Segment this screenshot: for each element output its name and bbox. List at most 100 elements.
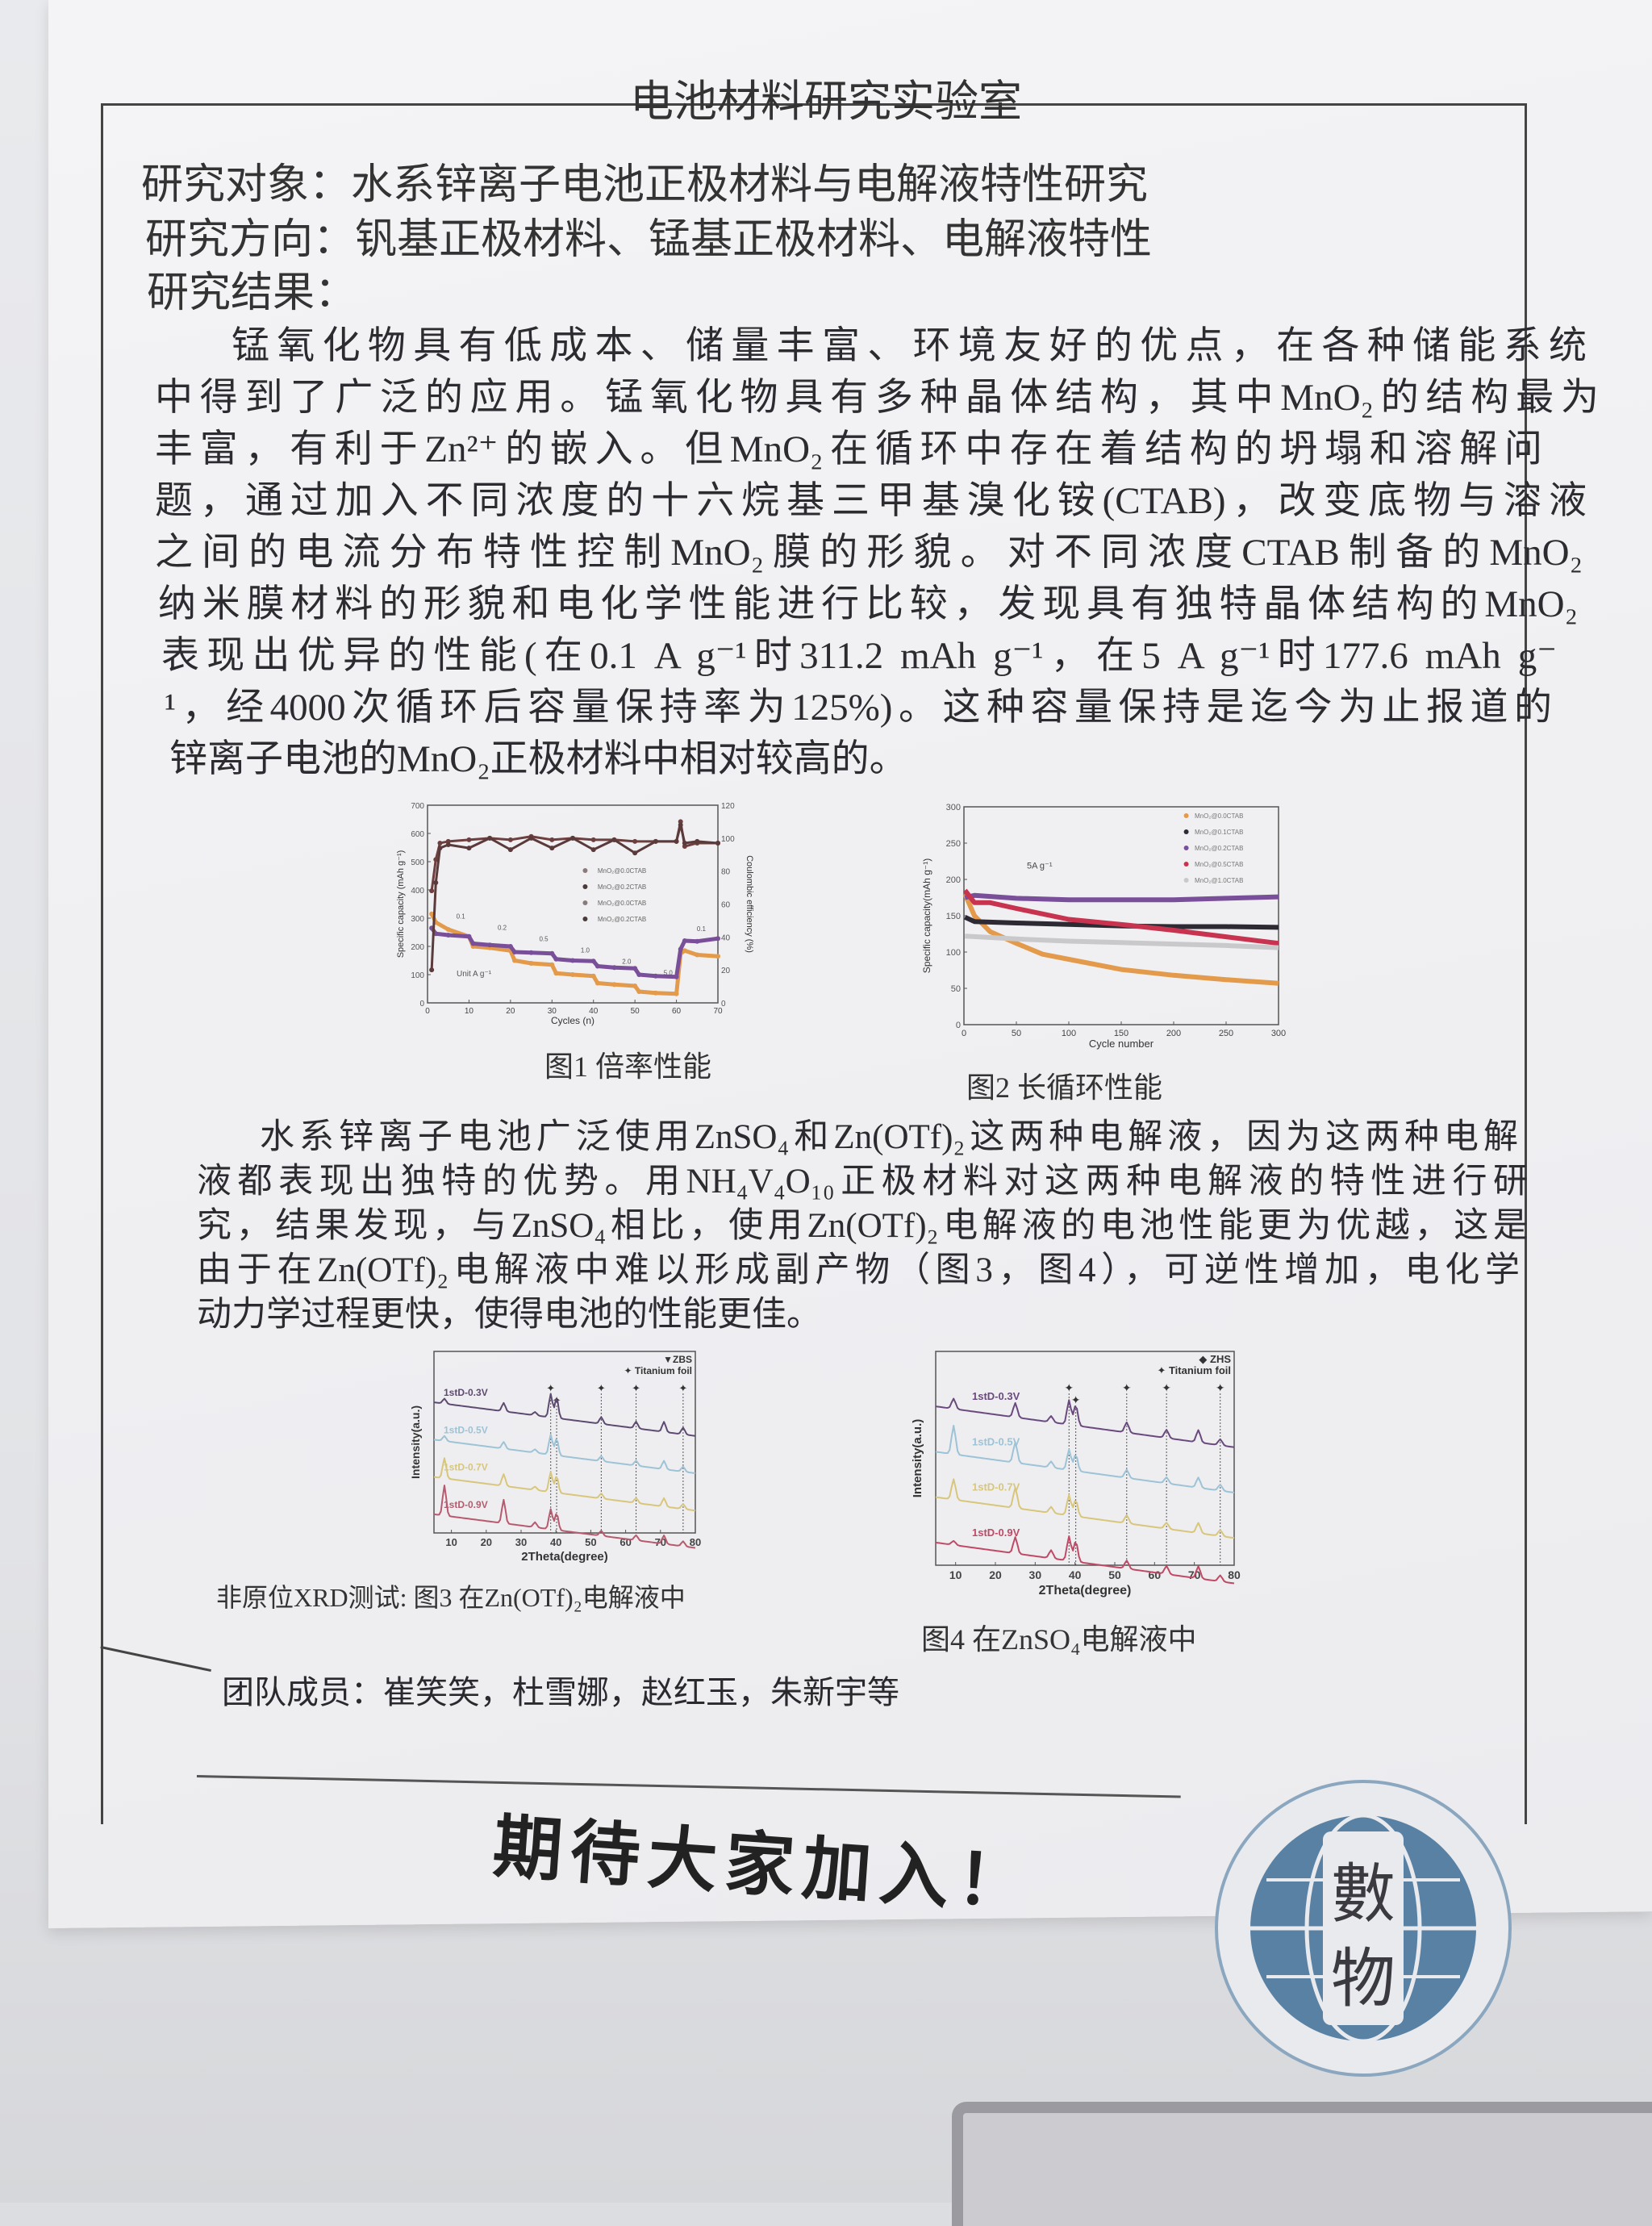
data-point	[470, 941, 476, 946]
paragraph-line: 锰氧化物具有低成本、储量丰富、环境友好的优点，在各种储能系统	[232, 325, 1587, 367]
research-object-label: 研究对象：	[141, 162, 352, 208]
curve-label: 1stD-0.3V	[972, 1390, 1020, 1402]
figure-4-caption: 图4 在ZnSO₄电解液中	[921, 1623, 1197, 1656]
data-point	[636, 972, 642, 977]
data-point	[653, 990, 658, 996]
data-point	[590, 847, 596, 853]
data-point	[429, 911, 435, 917]
legend-label: MnO₂@1.0CTAB	[1195, 877, 1243, 884]
data-point	[632, 850, 638, 856]
x-tick-label: 60	[1149, 1568, 1162, 1581]
data-point	[507, 944, 513, 949]
poster-frame	[101, 103, 1527, 1824]
y2-tick-label: 100	[721, 835, 735, 844]
x-tick-label: 40	[1069, 1568, 1082, 1581]
plot-frame	[433, 1351, 696, 1534]
y-axis-label: Intensity(a.u.)	[911, 1419, 924, 1498]
y-tick-label: 200	[411, 943, 424, 952]
titanium-peak-marker: ✦	[1122, 1381, 1132, 1394]
data-point	[570, 972, 575, 977]
data-point	[433, 857, 439, 862]
data-point	[512, 950, 517, 954]
x-tick-label: 30	[1029, 1568, 1042, 1581]
legend-marker	[582, 884, 588, 889]
legend-label: MnO₂@0.0CTAB	[1195, 812, 1243, 820]
rate-label: 0.1	[697, 925, 707, 933]
rate-label: 0.2	[498, 925, 507, 932]
data-point	[715, 936, 720, 942]
y-axis-label: Specific capacity (mAh g⁻¹)	[396, 850, 406, 958]
data-point	[715, 840, 720, 846]
legend-label: MnO₂@0.0CTAB	[598, 900, 646, 907]
data-point	[429, 888, 435, 894]
series-line-3	[962, 888, 1279, 946]
x-tick-label: 300	[1271, 1029, 1286, 1038]
x-tick-label: 30	[548, 1007, 557, 1016]
x-tick-label: 20	[506, 1007, 515, 1016]
figure-4-xrd-chart: 10 20 30 40 50 60 70 802Theta(degree)Intensity(…	[911, 1351, 1241, 1597]
y-axis-label: Specific capacity(mAh g⁻¹)	[921, 858, 932, 973]
data-point	[611, 982, 617, 988]
rate-label: 2.0	[622, 958, 632, 966]
paragraph-line: 由于在Zn(OTf)₂电解液中难以形成副产物（图3，图4），可逆性增加，电化学	[197, 1251, 1520, 1289]
y-tick-label: 400	[411, 887, 424, 896]
legend-label: MnO₂@0.2CTAB	[598, 916, 646, 923]
x-tick-label: 80	[690, 1536, 701, 1548]
titanium-peak-marker: ✦	[1216, 1381, 1225, 1394]
team-members: 团队成员：崔笑笑，杜雪娜，赵红玉，朱新宇等	[222, 1674, 899, 1710]
x-tick-label: 20	[481, 1536, 492, 1548]
titanium-peak-marker: ✦	[678, 1382, 687, 1394]
plot-frame	[963, 806, 1279, 1025]
unit-annotation: Unit A g⁻¹	[457, 970, 492, 979]
legend-label: ✦ Titanium foil	[624, 1365, 693, 1376]
data-point	[528, 961, 534, 966]
plot-frame	[935, 1351, 1235, 1566]
data-point	[429, 967, 435, 973]
curve-label: 1stD-0.5V	[444, 1424, 488, 1435]
legend-marker	[582, 917, 588, 921]
data-point	[611, 965, 617, 971]
curve-label: 1stD-0.9V	[444, 1499, 488, 1510]
titanium-peak-marker: ✦	[1064, 1381, 1074, 1394]
data-point	[549, 962, 555, 967]
titanium-peak-marker: ✦	[632, 1382, 640, 1394]
figure-1-rate-chart: 0 10 20 30 40 50 60 700100200300400500600700Cyc…	[396, 802, 754, 1026]
plot-frame	[427, 804, 719, 1004]
data-point	[437, 846, 443, 851]
x-tick-label: 20	[989, 1568, 1002, 1581]
titanium-peak-marker: ✦	[597, 1382, 606, 1394]
y2-tick-label: 80	[721, 868, 731, 877]
y-tick-label: 600	[411, 830, 424, 839]
legend-marker	[1183, 862, 1189, 867]
titanium-peak-marker: ✦	[546, 1382, 555, 1394]
xrd-curve-3	[935, 1535, 1235, 1585]
y-tick-label: 50	[951, 984, 961, 994]
paragraph-line: 液都表现出独特的优势。用NH₄V₄O₁₀正极材料对这两种电解液的特性进行研	[197, 1163, 1528, 1201]
legend-label: MnO₂@0.0CTAB	[598, 867, 646, 875]
legend-marker	[1183, 813, 1189, 818]
xrd-curve-0	[935, 1397, 1235, 1448]
data-point	[674, 991, 679, 996]
y2-tick-label: 60	[721, 901, 731, 910]
paragraph-line: 中得到了广泛的应用。锰氧化物具有多种晶体结构，其中MnO₂的结构最为	[155, 377, 1599, 419]
data-point	[512, 958, 517, 963]
rate-label: 1.0	[581, 947, 590, 954]
legend-marker	[1183, 878, 1189, 883]
poster-title: 电池材料研究实验室	[630, 77, 1022, 126]
x-tick-label: 10	[445, 1536, 457, 1548]
research-direction-text: 钒基正极材料、锰基正极材料、电解液特性	[355, 217, 1153, 263]
data-point	[487, 942, 493, 948]
x-tick-label: 50	[1108, 1568, 1121, 1581]
figure-3-caption: 非原位XRD测试: 图3 在Zn(OTf)₂电解液中	[216, 1583, 686, 1612]
display-stand	[952, 2102, 1652, 2226]
data-point	[590, 958, 596, 964]
y-tick-label: 0	[956, 1021, 961, 1030]
data-point	[433, 879, 439, 885]
data-point	[682, 840, 687, 846]
data-point	[678, 822, 683, 828]
xrd-curve-1	[935, 1424, 1235, 1493]
legend-label: MnO₂@0.5CTAB	[1195, 861, 1243, 868]
data-point	[632, 966, 638, 971]
data-point	[695, 952, 700, 958]
paragraph-line: ¹，经4000次循环后容量保持率为125%)。这种容量保持是迄今为止报道的	[165, 687, 1552, 729]
